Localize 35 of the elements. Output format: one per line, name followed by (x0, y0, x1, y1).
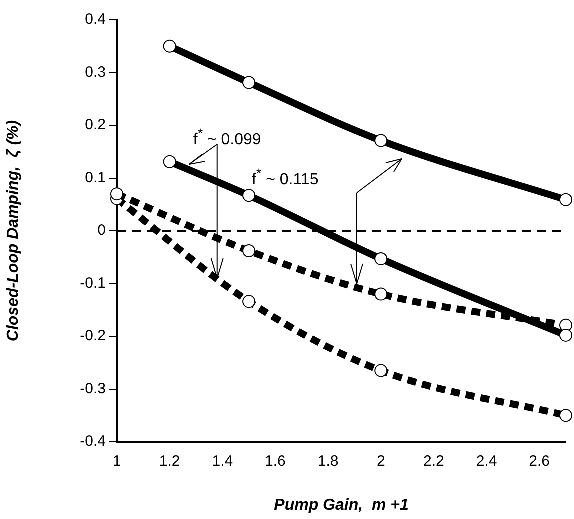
point (374, 364, 388, 378)
y-tick-label: -0.4 (80, 433, 106, 450)
point (560, 328, 572, 342)
y-tick-label: 0.2 (85, 116, 106, 134)
x-tick-label: 1.4 (212, 453, 234, 470)
y-tick-label: 0 (98, 222, 106, 240)
point (110, 188, 124, 201)
point (374, 288, 388, 301)
x-tick-label: 2.4 (476, 453, 498, 470)
x-axis-title: Pump Gain, m +1 (274, 496, 409, 514)
point (242, 244, 256, 258)
point (242, 295, 256, 308)
annotation: f$^{*}$ ~ 0.115 (252, 166, 319, 190)
x-tick-label: 2.2 (424, 453, 444, 470)
x-tick-label: 1 (112, 453, 122, 470)
point (242, 189, 256, 202)
annotation: f$^{*}$ ~ 0.099 (193, 126, 262, 150)
point (163, 155, 176, 168)
y-tick-label: 0.1 (85, 169, 106, 186)
point (242, 76, 256, 90)
y-tick-label: -0.1 (80, 274, 106, 292)
x-tick-label: 2 (376, 453, 386, 470)
y-tick-label: 0.4 (85, 11, 106, 28)
x-tick-label: 1.8 (318, 453, 339, 470)
y-tick-label: -0.3 (80, 380, 106, 398)
x-tick-label: 2.6 (529, 453, 550, 470)
point (374, 252, 388, 266)
point (163, 40, 176, 53)
point (374, 134, 388, 148)
y-axis-title: Closed-Loop Damping, ζ (%) (5, 120, 22, 342)
y-tick-label: -0.2 (80, 328, 106, 345)
x-tick-label: 1.6 (265, 453, 286, 470)
x-tick-label: 1.2 (159, 453, 180, 470)
y-tick-label: 0.3 (85, 64, 106, 81)
point (560, 193, 572, 206)
